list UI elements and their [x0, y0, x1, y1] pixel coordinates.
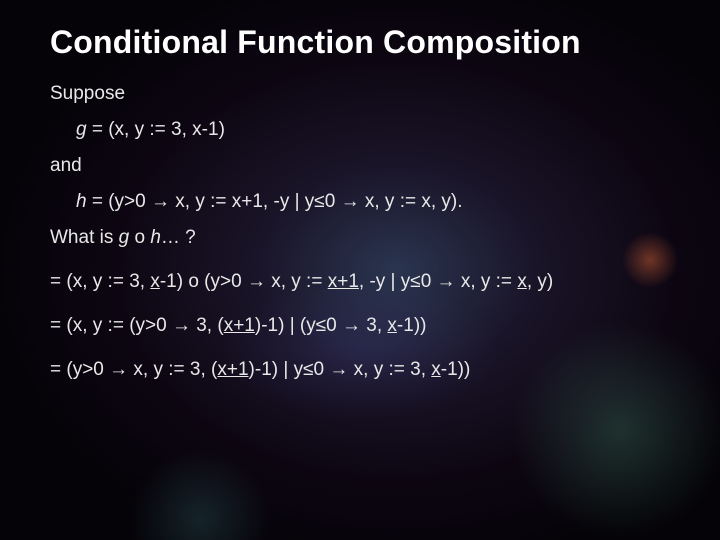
s2d: x [387, 315, 397, 336]
q-part-a: What is [50, 227, 119, 248]
s1a: = (x, y := 3, [50, 271, 150, 292]
step-3: = (y>0 → x, y := 3, (x+1)-1) | y≤0 → x, … [50, 359, 680, 381]
s3a: = (y>0 → x, y := 3, ( [50, 359, 217, 380]
s1c: -1) o (y>0 → x, y := [160, 271, 328, 292]
s2b: x+1 [224, 315, 255, 336]
q-part-d: h [150, 227, 161, 248]
s1e: , -y | y≤0 → x, y := [359, 271, 517, 292]
text-suppose: Suppose [50, 83, 680, 105]
g-body: = (x, y := 3, x-1) [87, 119, 225, 140]
s1g: , y) [527, 271, 553, 292]
h-body: = (y>0 → x, y := x+1, -y | y≤0 → x, y :=… [87, 191, 463, 212]
def-h: h = (y>0 → x, y := x+1, -y | y≤0 → x, y … [50, 191, 680, 213]
step-1: = (x, y := 3, x-1) o (y>0 → x, y := x+1,… [50, 271, 680, 293]
h-symbol: h [76, 191, 87, 212]
q-part-b: g [119, 227, 130, 248]
s2e: -1)) [397, 315, 427, 336]
def-g: g = (x, y := 3, x-1) [50, 119, 680, 141]
question: What is g o h… ? [50, 227, 680, 249]
slide-title: Conditional Function Composition [50, 24, 680, 61]
s2a: = (x, y := (y>0 → 3, ( [50, 315, 224, 336]
s3b: x+1 [217, 359, 248, 380]
s2c: )-1) | (y≤0 → 3, [255, 315, 388, 336]
q-part-c: o [129, 227, 150, 248]
s3e: -1)) [441, 359, 471, 380]
text-and: and [50, 155, 680, 177]
s1b: x [150, 271, 160, 292]
s3d: x [431, 359, 441, 380]
slide: Conditional Function Composition Suppose… [0, 0, 720, 540]
s1d: x+1 [328, 271, 359, 292]
s1f: x [517, 271, 527, 292]
step-2: = (x, y := (y>0 → 3, (x+1)-1) | (y≤0 → 3… [50, 315, 680, 337]
q-part-e: … ? [161, 227, 196, 248]
s3c: )-1) | y≤0 → x, y := 3, [249, 359, 432, 380]
g-symbol: g [76, 119, 87, 140]
